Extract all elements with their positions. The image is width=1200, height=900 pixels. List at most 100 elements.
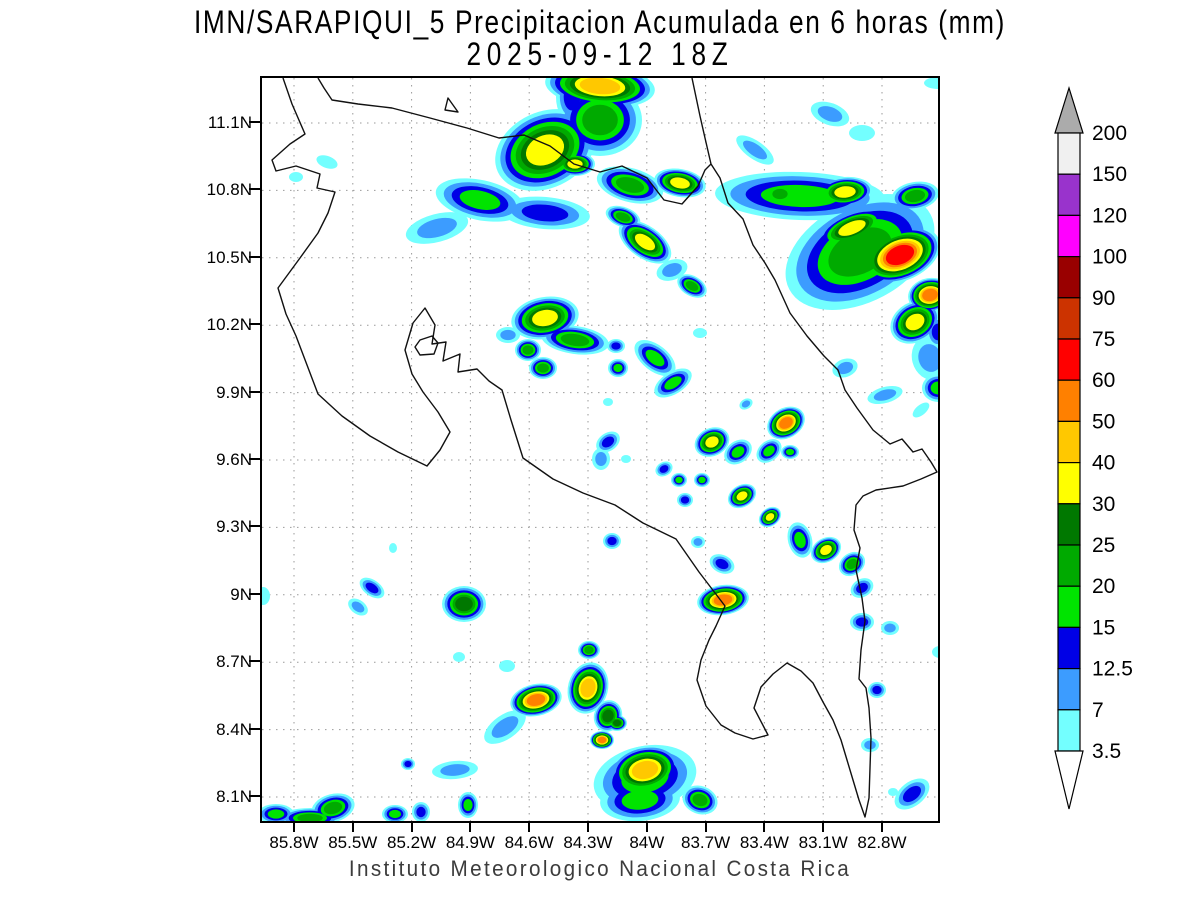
- precip-cell: [595, 451, 607, 467]
- colorbar-segment: [1057, 338, 1081, 381]
- lat-tick-mark: [249, 255, 260, 258]
- precip-cell: [662, 263, 682, 277]
- precip-cell: [664, 376, 682, 390]
- lon-tick-label: 83.7W: [681, 833, 731, 852]
- precip-cell: [902, 785, 922, 803]
- colorbar-segment: [1057, 297, 1081, 340]
- precip-cell: [884, 623, 896, 633]
- lon-tick-label: 84.3W: [563, 833, 613, 852]
- precip-cell: [417, 217, 457, 239]
- precip-cell: [440, 764, 470, 776]
- precip-cell: [323, 801, 343, 815]
- precip-cell: [521, 204, 569, 222]
- precip-cell: [289, 172, 303, 182]
- colorbar-tick-label: 100: [1092, 246, 1127, 269]
- precip-cell: [389, 809, 401, 819]
- lake-and-border: [317, 78, 712, 205]
- colorbar-under-arrow: [1054, 750, 1084, 810]
- lat-tick-mark: [249, 727, 260, 730]
- lat-tick-label: 8.7N: [216, 652, 252, 672]
- precip-cell: [351, 601, 365, 613]
- precip-cell: [817, 106, 843, 122]
- precip-cell: [785, 448, 795, 456]
- precip-cell: [613, 363, 623, 373]
- lat-tick-mark: [249, 592, 260, 595]
- precip-cell: [491, 716, 519, 738]
- precip-cell: [924, 78, 938, 89]
- colorbar-segment: [1057, 132, 1081, 175]
- colorbar-tick-label: 90: [1092, 287, 1115, 310]
- precip-cell: [607, 536, 617, 546]
- precip-cell: [930, 381, 938, 395]
- precip-cell: [262, 587, 270, 605]
- colorbar: 200 150 120 100 90 75 60 50 40 30 25 20 15 12.5 7 3.5: [1054, 85, 1133, 810]
- precip-cell: [685, 281, 699, 291]
- precip-cell: [849, 125, 875, 141]
- lat-tick-label: 9.9N: [216, 382, 252, 402]
- colorbar-segment: [1057, 544, 1081, 587]
- lon-tick-mark: [822, 822, 825, 832]
- lat-tick-mark: [249, 188, 260, 191]
- lon-tick-mark: [351, 822, 354, 832]
- precip-cell: [885, 244, 915, 266]
- precip-cell: [297, 813, 323, 821]
- colorbar-tick-label: 25: [1092, 534, 1115, 557]
- colorbar-tick-label: 15: [1092, 616, 1115, 639]
- colorbar-tick-label: 40: [1092, 452, 1115, 475]
- lat-tick-label: 10.5N: [206, 247, 252, 267]
- lat-tick-mark: [249, 390, 260, 393]
- precip-cell: [838, 220, 866, 236]
- colorbar-segment: [1057, 420, 1081, 464]
- precip-cell: [931, 323, 938, 341]
- precip-cell: [705, 436, 719, 448]
- lon-tick-mark: [881, 822, 883, 832]
- colorbar-segment: [1057, 462, 1081, 505]
- precip-cell: [615, 177, 645, 193]
- precip-cell: [525, 134, 565, 166]
- map-plot-frame: [260, 76, 940, 823]
- precip-cell: [603, 398, 613, 406]
- precip-cell: [532, 309, 558, 327]
- precip-cell: [675, 476, 683, 484]
- precip-cell: [888, 788, 898, 796]
- lon-tick-mark: [645, 822, 648, 832]
- lon-tick-mark: [763, 822, 766, 832]
- colorbar-tick-label: 75: [1092, 328, 1115, 351]
- precip-cell: [537, 363, 549, 373]
- precip-cell: [584, 646, 594, 654]
- precip-cell: [267, 809, 285, 819]
- precip-cell: [621, 455, 631, 463]
- precip-cell: [772, 188, 788, 200]
- colorbar-tick-label: 60: [1092, 369, 1115, 392]
- lat-tick-mark: [249, 795, 260, 797]
- lon-tick-label: 84W: [629, 833, 665, 852]
- lat-tick-label: 9N: [230, 584, 252, 604]
- colorbar-tick-label: 30: [1092, 493, 1115, 516]
- precip-cell: [693, 538, 703, 546]
- precip-cell: [601, 436, 615, 448]
- precip-cell: [365, 582, 379, 594]
- footer-credit: Instituto Meteorologico Nacional Costa R…: [348, 856, 852, 881]
- precip-cell: [765, 513, 775, 521]
- lon-tick-mark: [469, 822, 472, 832]
- lon-tick-mark: [410, 822, 413, 832]
- precip-cell: [741, 400, 751, 408]
- precip-cell: [463, 799, 473, 811]
- precip-cell: [864, 740, 876, 750]
- colorbar-tick-label: 50: [1092, 410, 1115, 433]
- lat-tick-label: 9.6N: [216, 450, 252, 469]
- precip-cell: [698, 476, 706, 484]
- lat-tick-label: 10.2N: [206, 315, 252, 335]
- precip-cell: [731, 446, 745, 458]
- colorbar-over-arrow: [1054, 85, 1084, 134]
- lat-tick-mark: [249, 121, 260, 123]
- lat-tick-mark: [249, 323, 260, 326]
- lon-tick-label: 83.4W: [739, 833, 789, 852]
- precipitation-map: [262, 78, 938, 821]
- precip-cell: [316, 155, 338, 169]
- colorbar-segment: [1057, 214, 1081, 258]
- precip-cell: [459, 190, 501, 210]
- page-subtitle-date: 2025-09-12 18Z: [466, 36, 734, 72]
- precip-cell: [836, 361, 854, 375]
